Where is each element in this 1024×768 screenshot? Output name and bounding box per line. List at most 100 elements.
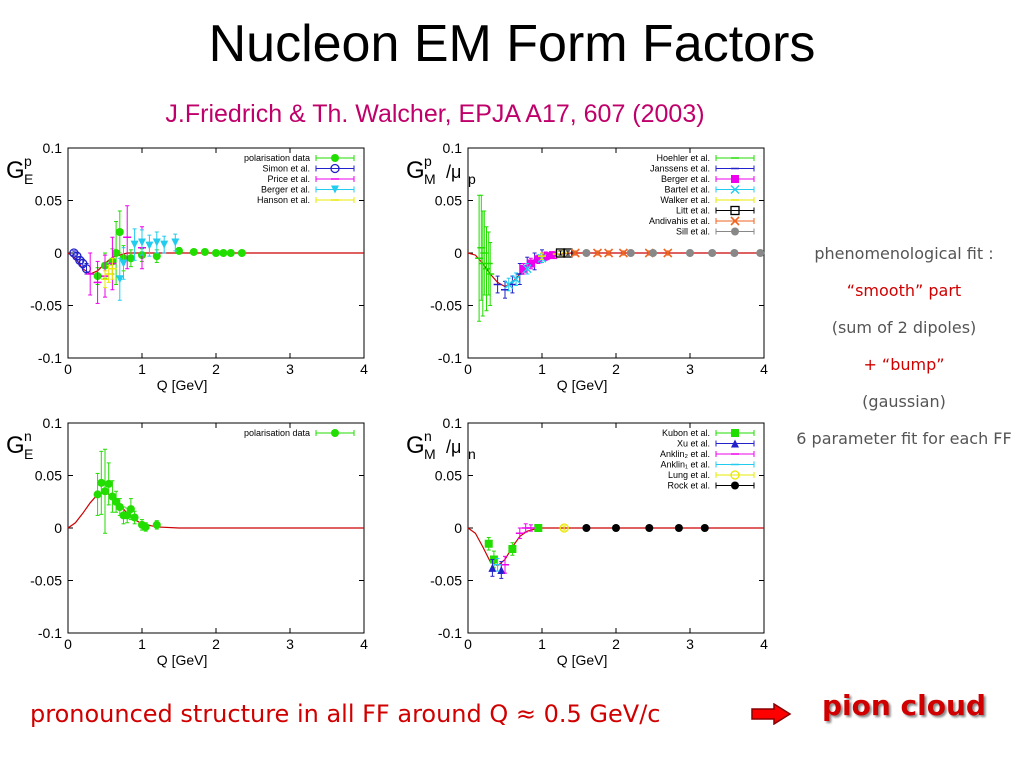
- y-label-main: G: [6, 432, 25, 459]
- x-tick-label: 4: [360, 361, 368, 377]
- page-title: Nucleon EM Form Factors: [208, 15, 816, 73]
- series-5: [555, 248, 573, 258]
- data-point: [145, 241, 154, 250]
- data-point: [604, 248, 614, 258]
- legend-entry: polarisation data: [244, 428, 310, 438]
- y-tick-label: -0.05: [30, 298, 62, 314]
- series-2: [86, 205, 146, 304]
- data-point: [508, 545, 517, 553]
- fit-note-2: “smooth” part: [846, 281, 962, 300]
- y-tick-label: -0.1: [438, 625, 462, 641]
- data-point: [497, 566, 506, 574]
- data-point: [674, 524, 683, 532]
- chart-gmp: 0 1 2 3 40.10.050-0.05-0.1Q [GeV]G pM/μ pHoehl…: [406, 140, 768, 393]
- data-point: [570, 248, 580, 258]
- data-point: [152, 252, 161, 261]
- data-point: [504, 280, 514, 289]
- data-point: [200, 247, 209, 256]
- y-tick-label: 0: [54, 245, 62, 261]
- data-point: [645, 524, 654, 532]
- x-tick-label: 3: [286, 636, 294, 652]
- y-tick-label: 0.05: [435, 193, 462, 209]
- legend: Kubon et al.Xu et al.Anklin₂ et al.Ankli…: [660, 428, 755, 491]
- legend-marker: [730, 216, 740, 226]
- y-tick-label: 0.1: [443, 140, 463, 156]
- data-point: [756, 249, 765, 257]
- fit-note-1: phenomenological fit :: [814, 244, 994, 263]
- legend-marker: [730, 185, 740, 194]
- x-tick-label: 2: [212, 361, 220, 377]
- series-0: [93, 210, 246, 285]
- data-point: [700, 524, 709, 532]
- data-point: [171, 238, 180, 247]
- legend-marker: [730, 205, 740, 216]
- x-tick-label: 1: [138, 636, 146, 652]
- legend-marker: [331, 154, 339, 162]
- x-axis-label: Q [GeV]: [557, 377, 608, 393]
- y-tick-label: -0.1: [38, 350, 62, 366]
- data-point: [160, 240, 169, 249]
- x-tick-label: 3: [686, 361, 694, 377]
- y-label-sup: n: [424, 428, 432, 444]
- data-point: [226, 249, 235, 257]
- x-tick-label: 4: [760, 636, 768, 652]
- series-4: [559, 523, 569, 533]
- y-tick-label: 0.1: [43, 140, 63, 156]
- series-3: [493, 557, 502, 572]
- y-tick-label: 0.05: [35, 468, 62, 484]
- legend-entry: Simon et al.: [262, 164, 310, 174]
- pion-cloud-label: pion cloud: [822, 689, 986, 722]
- y-tick-label: -0.05: [430, 298, 462, 314]
- y-tick-label: -0.1: [438, 350, 462, 366]
- y-label-sub: E: [24, 446, 33, 462]
- data-point: [618, 248, 628, 258]
- series-7: [582, 249, 765, 257]
- data-point: [212, 249, 220, 257]
- data-point: [112, 249, 121, 257]
- x-tick-label: 4: [760, 361, 768, 377]
- fit-description: phenomenological fit : “smooth” part (su…: [790, 244, 1018, 466]
- x-tick-label: 0: [464, 636, 472, 652]
- y-label-main: G: [406, 432, 425, 459]
- data-point: [126, 505, 135, 514]
- legend-entry: Janssens et al.: [650, 164, 710, 174]
- y-tick-label: 0.1: [43, 415, 63, 431]
- data-point: [93, 490, 102, 499]
- legend-entry: Walker et al.: [660, 195, 710, 205]
- data-point: [141, 522, 150, 531]
- chart-gen: 0 1 2 3 40.10.050-0.05-0.1Q [GeV]G nEpolarisa…: [6, 415, 368, 668]
- data-point: [592, 248, 603, 258]
- x-tick-label: 2: [612, 636, 620, 652]
- y-label-extra: /μ: [446, 437, 461, 457]
- fit-note-6: 6 parameter fit for each FF: [796, 429, 1012, 448]
- series-0: [93, 448, 161, 534]
- data-point: [104, 479, 113, 488]
- data-point: [582, 249, 591, 257]
- fit-note-5: (gaussian): [862, 392, 946, 411]
- data-point: [101, 487, 109, 496]
- y-label-sub: M: [424, 171, 436, 187]
- legend-entry: Litt et al.: [676, 206, 710, 216]
- data-point: [686, 249, 694, 257]
- series-2: [501, 523, 535, 574]
- legend-entry: polarisation data: [244, 153, 310, 163]
- x-axis-label: Q [GeV]: [157, 652, 208, 668]
- series-0: [484, 524, 543, 569]
- y-tick-label: 0.05: [435, 468, 462, 484]
- data-point: [626, 249, 635, 257]
- data-point: [75, 255, 85, 265]
- y-label-extra: /μ: [446, 162, 461, 182]
- legend: polarisation data: [244, 428, 355, 438]
- legend-entry: Anklin₂ et al.: [660, 449, 710, 459]
- data-point: [649, 249, 657, 257]
- data-point: [522, 264, 532, 274]
- y-tick-label: -0.05: [30, 573, 62, 589]
- data-point: [237, 249, 246, 257]
- data-point: [130, 513, 139, 522]
- x-tick-label: 3: [686, 636, 694, 652]
- legend-entry: Andivahis et al.: [649, 216, 710, 226]
- data-point: [526, 259, 535, 268]
